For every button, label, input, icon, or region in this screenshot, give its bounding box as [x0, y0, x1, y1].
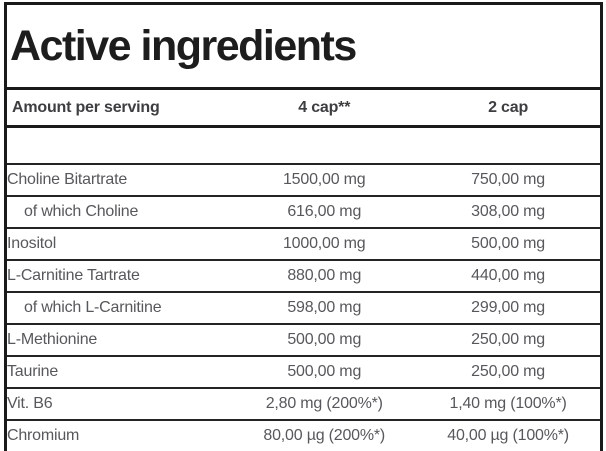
amount-4cap: 500,00 mg — [232, 356, 417, 389]
amount-2cap: 250,00 mg — [416, 356, 600, 389]
amount-4cap: 598,00 mg — [232, 292, 417, 325]
table-row: Vit. B6 2,80 mg (200%*) 1,40 mg (100%*) — [7, 388, 600, 421]
ingredient-name: Chromium — [7, 427, 80, 444]
ingredient-name: of which L-Carnitine — [7, 292, 233, 325]
table-row: of which L-Carnitine 598,00 mg 299,00 mg — [7, 292, 600, 325]
amount-4cap: 500,00 mg — [232, 324, 417, 357]
ingredient-name: L-Carnitine Tartrate — [7, 260, 233, 293]
spacer-cell — [7, 126, 600, 165]
table-row: L-Carnitine Tartrate 880,00 mg 440,00 mg — [7, 260, 600, 293]
amount-4cap: 80,00 µg (200%*) — [263, 427, 386, 444]
amount-2cap: 308,00 mg — [416, 196, 600, 229]
amount-2cap: 250,00 mg — [416, 324, 600, 357]
header-amount-per-serving: Amount per serving — [7, 90, 233, 128]
amount-2cap: 299,00 mg — [416, 292, 600, 325]
table-row: Chromium 80,00 µg (200%*) 40,00 µg (100%… — [7, 420, 600, 451]
amount-4cap: 616,00 mg — [232, 196, 417, 229]
amount-2cap: 750,00 mg — [416, 164, 600, 197]
table-row: Choline Bitartrate 1500,00 mg 750,00 mg — [7, 164, 600, 197]
amount-2cap: 500,00 mg — [416, 228, 600, 261]
amount-4cap: 880,00 mg — [232, 260, 417, 293]
amount-4cap: 2,80 mg (200%*) — [232, 388, 417, 421]
ingredient-name: L-Methionine — [7, 324, 233, 357]
ingredient-name: of which Choline — [7, 196, 233, 229]
ingredient-name: Choline Bitartrate — [7, 164, 233, 197]
table-row: Taurine 500,00 mg 250,00 mg — [7, 356, 600, 389]
ingredient-name: Inositol — [7, 228, 233, 261]
table-row: Inositol 1000,00 mg 500,00 mg — [7, 228, 600, 261]
amount-2cap: 1,40 mg (100%*) — [416, 388, 600, 421]
amount-2cap: 440,00 mg — [416, 260, 600, 293]
amount-4cap: 1000,00 mg — [232, 228, 417, 261]
ingredient-name: Taurine — [7, 356, 233, 389]
amount-4cap: 1500,00 mg — [232, 164, 417, 197]
title-bar: Active ingredients — [7, 5, 600, 90]
ingredients-table: Amount per serving 4 cap** 2 cap Choline… — [7, 90, 600, 451]
table-header-row: Amount per serving 4 cap** 2 cap — [7, 90, 600, 128]
spacer-row — [7, 126, 600, 165]
table-row: L-Methionine 500,00 mg 250,00 mg — [7, 324, 600, 357]
ingredients-panel: Active ingredients Amount per serving 4 … — [4, 2, 603, 451]
amount-2cap: 40,00 µg (100%*) — [447, 427, 569, 444]
table-row: of which Choline 616,00 mg 308,00 mg — [7, 196, 600, 229]
ingredient-name: Vit. B6 — [7, 388, 233, 421]
header-4cap: 4 cap** — [232, 90, 417, 128]
page-title: Active ingredients — [10, 21, 357, 70]
header-2cap: 2 cap — [416, 90, 600, 128]
